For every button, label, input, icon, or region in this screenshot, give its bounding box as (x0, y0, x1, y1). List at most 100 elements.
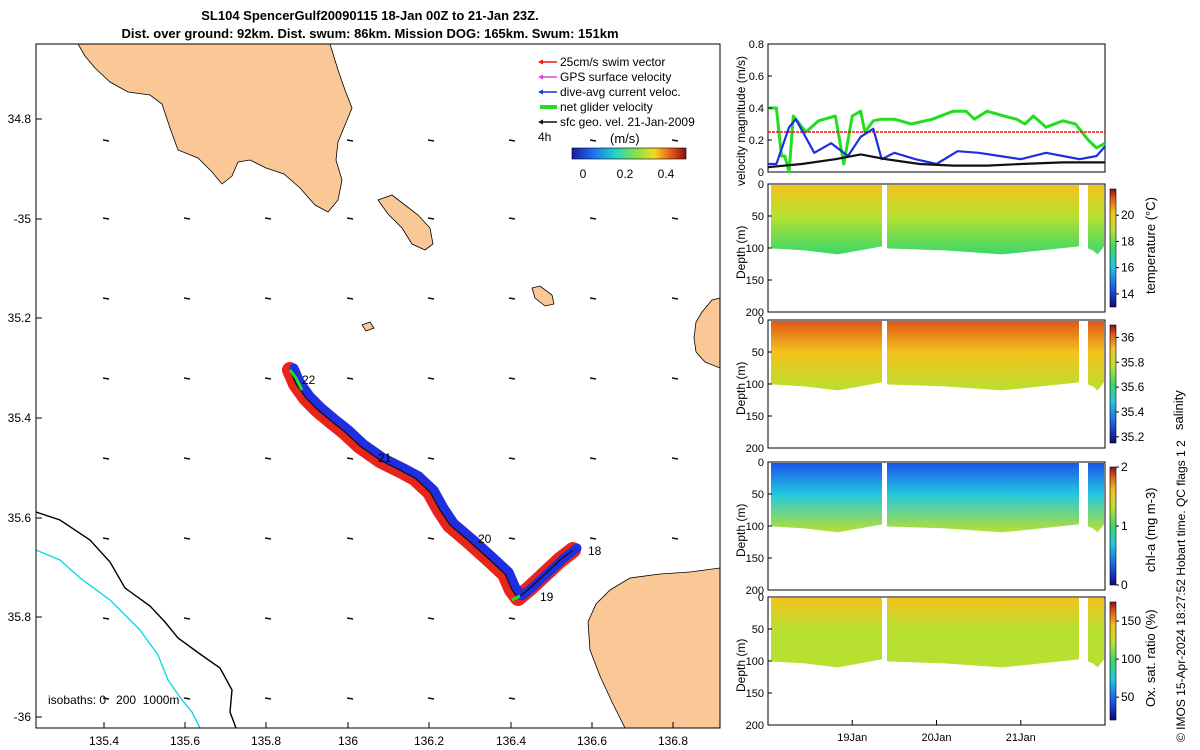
track-map: 135.4 135.6 135.8 136 136.2 136.4 136.6 136.8 3… (8, 43, 721, 748)
velocity-panel-frame (767, 43, 1106, 173)
geo-vector (427, 537, 435, 540)
geo-vector (508, 697, 516, 700)
geo-vector (264, 537, 272, 540)
colorbar-tick-label: 50 (1121, 690, 1135, 704)
day-label-20: 20 (478, 532, 492, 546)
variable-colorbar (1109, 466, 1117, 586)
map-y-tick-label: -35 (14, 212, 32, 226)
map-y-tick-label: 34.8 (8, 112, 32, 126)
colorbar-tick-label: 36 (1121, 330, 1135, 344)
southeast-land (587, 567, 720, 728)
depth-axis-label: Depth (m) (734, 504, 748, 557)
legend-swim-vector: 25cm/s swim vector (560, 55, 665, 69)
heatmap-data-segment (1088, 321, 1104, 391)
chart-title-line2: Dist. over ground: 92km. Dist. swum: 86k… (121, 26, 619, 41)
legend-gps-velocity: GPS surface velocity (560, 70, 671, 84)
depth-axis-label: Depth (m) (734, 639, 748, 692)
geo-vector (427, 617, 435, 620)
depth-tick-label: 150 (746, 275, 764, 287)
heatmap-data-segment (887, 598, 1079, 668)
map-frame (35, 43, 721, 729)
east-coast-land (693, 297, 720, 369)
map-x-tick-label: 135.4 (89, 734, 119, 748)
velocity-series-current (768, 118, 1106, 166)
colorbar-label: salinity (1171, 390, 1186, 430)
geo-vector (264, 617, 272, 620)
isobath-1000m (36, 549, 201, 728)
colorbar-tick-label: 1 (1121, 519, 1128, 533)
heatmap-panel-salinity: 0 50 100 150 200 Depth (m) 35.2 35.4 35.6 35.8 36 s… (734, 315, 1186, 455)
map-y-tick-label: 35.2 (8, 311, 32, 325)
heatmap-data-segment (1088, 463, 1104, 533)
geo-vector (589, 297, 597, 300)
map-y-ticks: 34.8 -35 35.2 35.4 35.6 35.8 -36 (8, 112, 42, 724)
depth-tick-label: 150 (746, 553, 764, 565)
depth-tick-label: 50 (752, 211, 764, 223)
map-x-tick-label: 136 (338, 734, 358, 748)
geo-vector (671, 457, 679, 460)
velocity-y-tick-label: 0.4 (749, 103, 764, 115)
legend-net-velocity: net glider velocity (560, 100, 653, 114)
heatmap-data-segment (887, 185, 1079, 255)
geo-vector (589, 377, 597, 380)
island (361, 321, 375, 332)
geo-vector (346, 617, 354, 620)
velocity-ylabel: velocity magnitude (m/s) (734, 56, 748, 186)
velocity-series-geo_velocity (767, 153, 1105, 169)
variable-colorbar (1109, 324, 1117, 444)
speed-colorbar (571, 147, 687, 160)
geo-vector (183, 617, 191, 620)
heatmap-panel-temperature: 0 50 100 150 200 Depth (m) 14 16 18 20 temperature… (734, 179, 1158, 319)
colorbar-tick-label: 14 (1121, 287, 1135, 301)
map-y-tick-label: -36 (14, 710, 32, 724)
geo-vector (346, 697, 354, 700)
geo-vector (671, 139, 679, 142)
depth-tick-label: 100 (746, 243, 764, 255)
geo-vector (264, 217, 272, 220)
geo-vector (346, 537, 354, 540)
geo-vector (102, 697, 110, 700)
island (377, 194, 434, 251)
depth-tick-label: 200 (746, 307, 764, 319)
depth-tick-label: 0 (758, 457, 764, 469)
geo-vector (346, 139, 354, 142)
geo-vector (102, 617, 110, 620)
geo-vector (427, 377, 435, 380)
colorbar-tick-label: 35.4 (1121, 405, 1145, 419)
glider-track (282, 362, 582, 606)
depth-tick-label: 150 (746, 688, 764, 700)
colorbar-tick: 0 (580, 167, 587, 181)
colorbar-tick-label: 20 (1121, 208, 1135, 222)
geo-vector (346, 377, 354, 380)
geo-vector (264, 457, 272, 460)
geo-vector (427, 297, 435, 300)
imos-side-note: © IMOS 15-Apr-2024 18:27:52 Hobart time.… (1174, 440, 1188, 742)
depth-tick-label: 200 (746, 443, 764, 455)
time-tick-label: 21Jan (1006, 732, 1036, 744)
geo-vector (183, 297, 191, 300)
heatmap-data-segment (771, 321, 882, 391)
colorbar-tick-label: 35.6 (1121, 380, 1145, 394)
geo-vector (508, 617, 516, 620)
geo-vector (589, 217, 597, 220)
geo-velocity-vectors (102, 139, 679, 700)
geo-vector (508, 297, 516, 300)
depth-tick-label: 100 (746, 379, 764, 391)
day-label-18: 18 (588, 544, 602, 558)
heatmap-panel-chl-a: 0 50 100 150 200 Depth (m) 0 1 2 chl-a (mg m-3) (734, 457, 1158, 597)
geo-vector (508, 217, 516, 220)
depth-tick-label: 0 (758, 592, 764, 604)
day-label-21: 21 (378, 451, 392, 465)
map-y-tick-label: 35.4 (8, 411, 32, 425)
isobaths-label: isobaths: 0 200 1000m (48, 693, 179, 707)
velocity-y-tick-label: 0 (758, 167, 764, 179)
depth-tick-label: 50 (752, 347, 764, 359)
colorbar-tick-label: 2 (1121, 460, 1128, 474)
colorbar-tick-label: 100 (1121, 652, 1141, 666)
colorbar-tick-label: 35.8 (1121, 355, 1145, 369)
colorbar-tick-label: 16 (1121, 261, 1135, 275)
depth-tick-label: 200 (746, 720, 764, 732)
geo-vector (671, 217, 679, 220)
